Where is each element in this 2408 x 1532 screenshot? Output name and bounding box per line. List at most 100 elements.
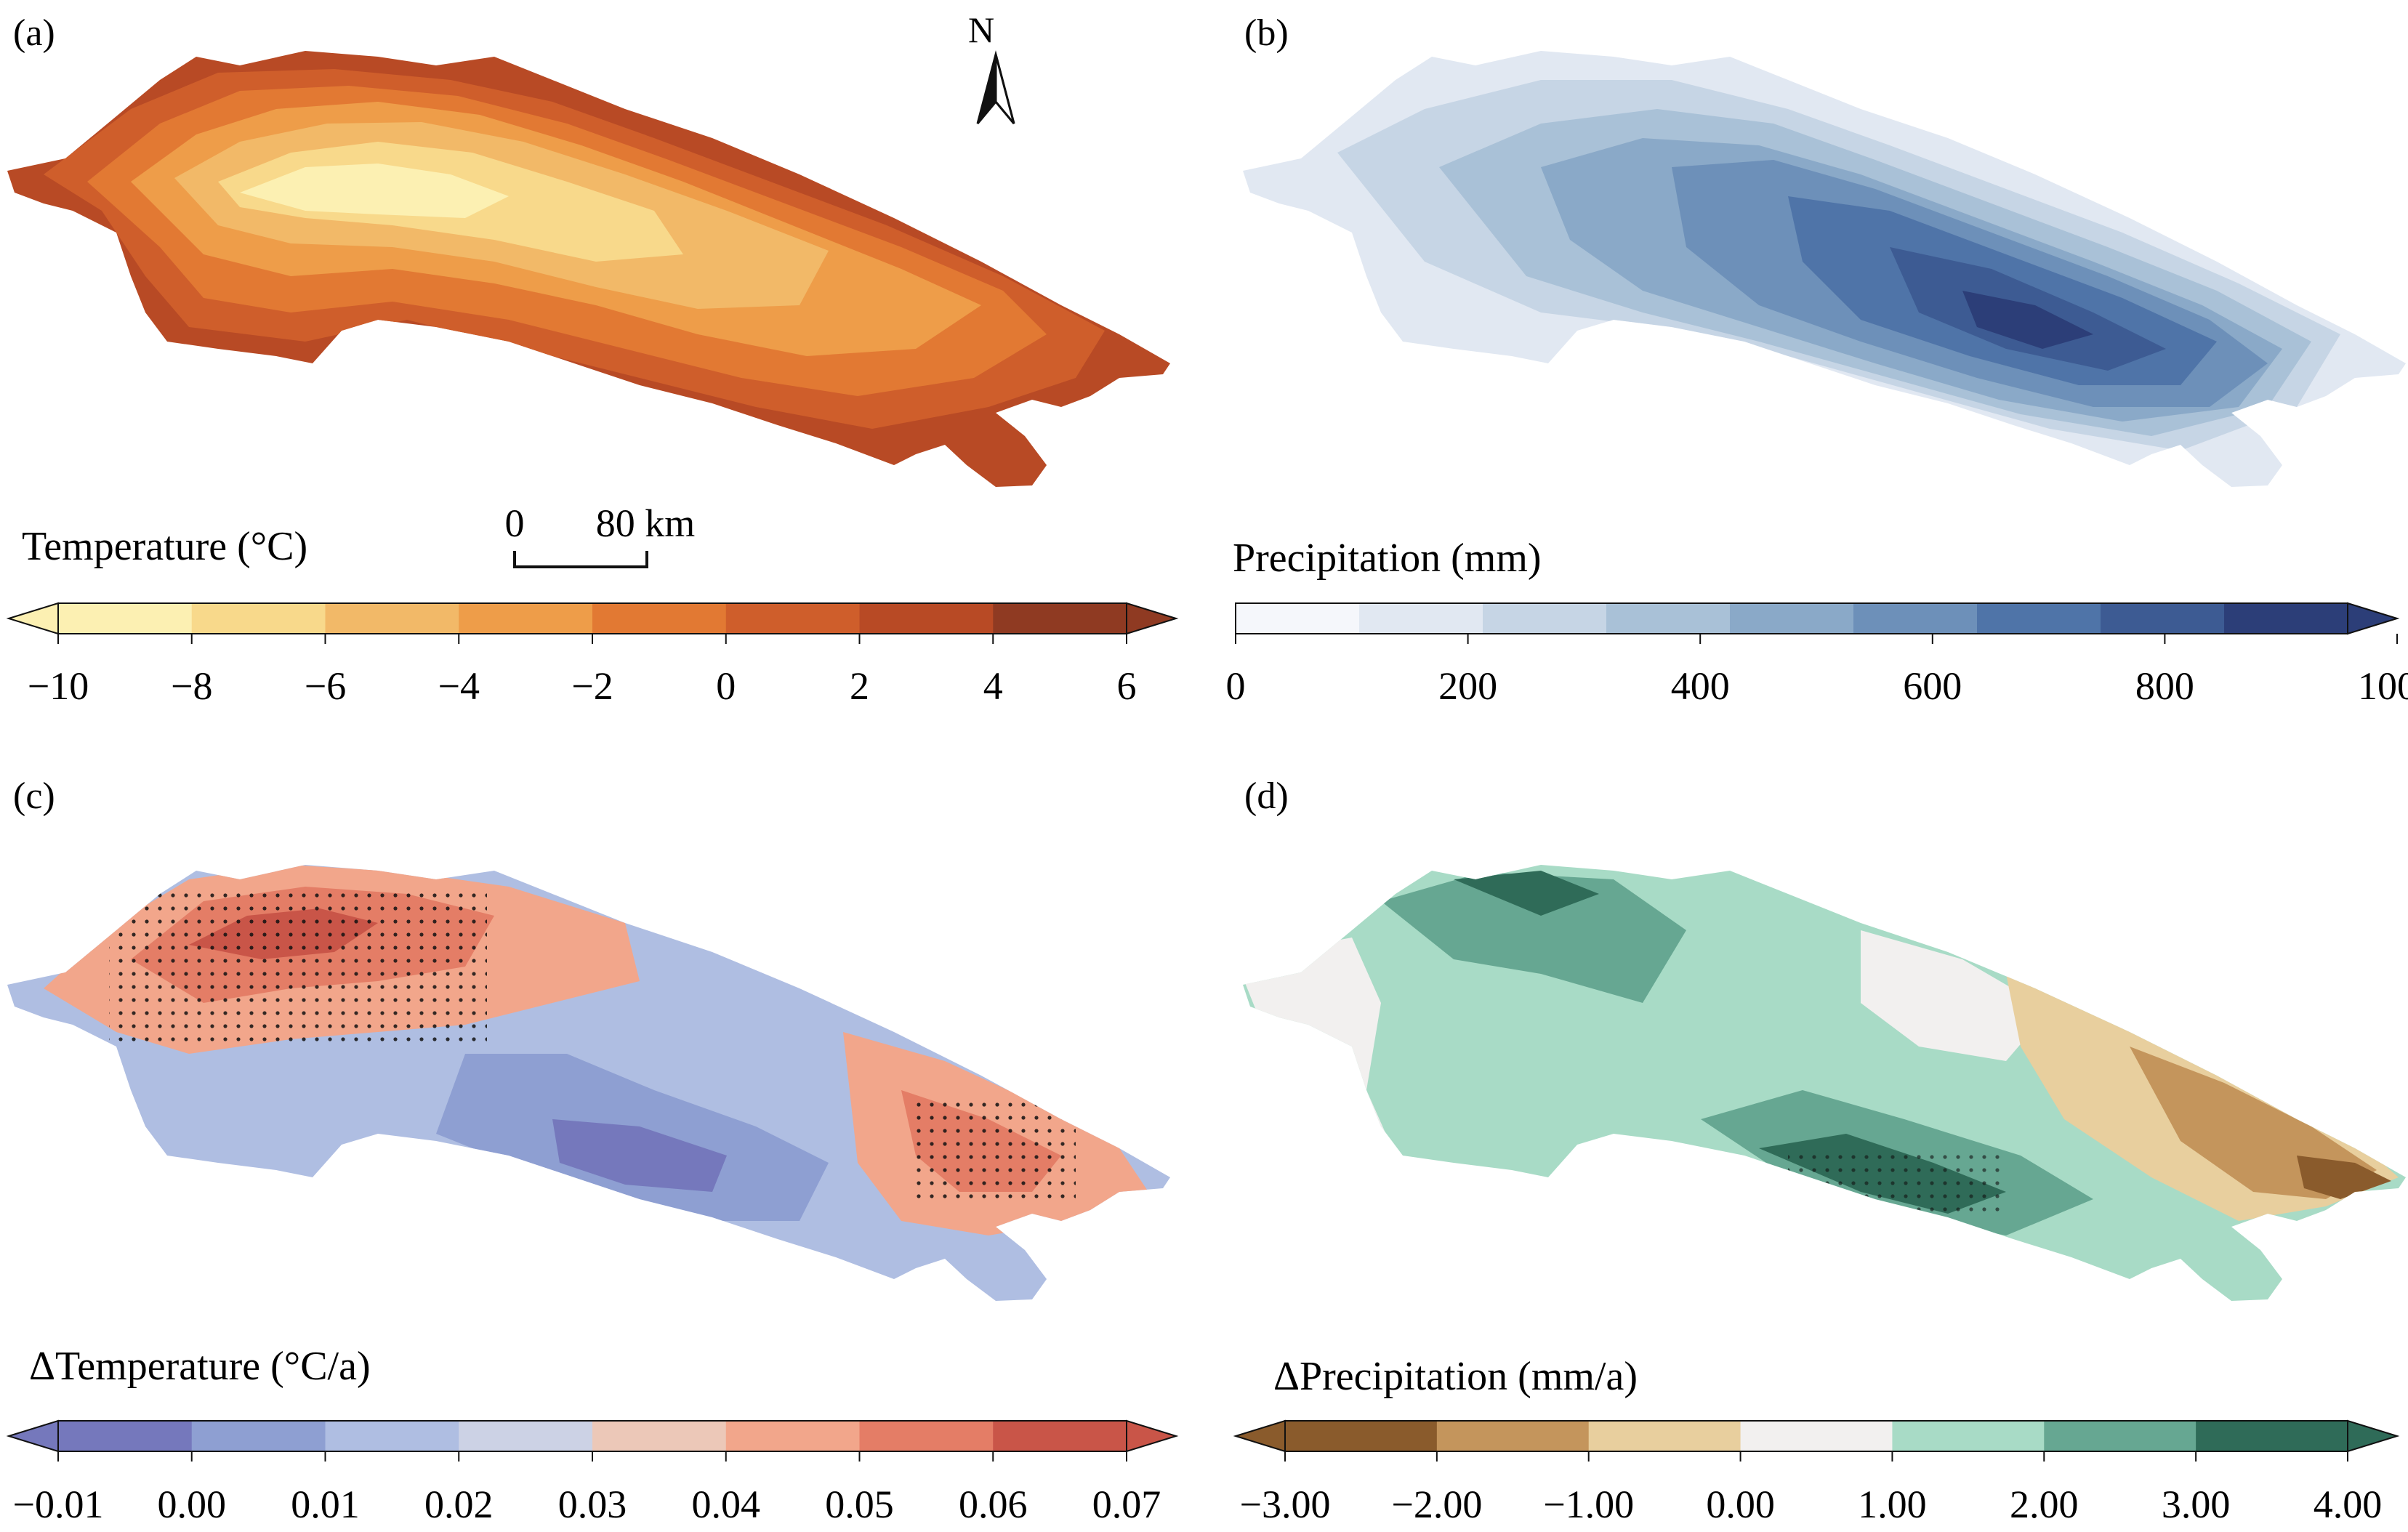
colorbar-tick-label: −0.01 bbox=[13, 1483, 104, 1526]
panel-label-c: (c) bbox=[13, 775, 55, 817]
colorbar-swatch bbox=[1359, 603, 1483, 634]
dprecip-zone-wet-n bbox=[1381, 872, 1686, 1003]
colorbar-tick-label: 0.03 bbox=[558, 1483, 627, 1526]
panel-b: (b) Precipitation (mm) 0 200 400 600 800 1000 bbox=[1226, 12, 2408, 708]
colorbar-title-a: Temperature (°C) bbox=[22, 524, 307, 569]
north-arrow-label: N bbox=[968, 9, 994, 50]
colorbar-swatch bbox=[725, 603, 860, 634]
colorbar-tick-label: 800 bbox=[2135, 664, 2194, 708]
colorbar-c: −0.01 0.00 0.01 0.02 0.03 0.04 0.05 0.06 0.07 bbox=[6, 1419, 1179, 1526]
colorbar-tick-label: 4.00 bbox=[2314, 1483, 2383, 1526]
colorbar-tick-label: −4 bbox=[438, 664, 480, 708]
colorbar-extend-low bbox=[1233, 1419, 1286, 1453]
north-arrow: N bbox=[968, 9, 1015, 124]
colorbar-tick-label: −3.00 bbox=[1240, 1483, 1331, 1526]
colorbar-swatch bbox=[1285, 1421, 1438, 1451]
colorbar-swatch bbox=[1483, 603, 1607, 634]
colorbar-tick-label: 0.05 bbox=[825, 1483, 894, 1526]
dprecip-zone-wettest-n bbox=[1454, 871, 1599, 916]
colorbar-tick-label: 200 bbox=[1438, 664, 1497, 708]
colorbar-tick-label: 0 bbox=[716, 664, 736, 708]
scale-bar-end: 80 km bbox=[596, 501, 696, 545]
panel-label-a: (a) bbox=[13, 12, 55, 54]
colorbar-tick-label: 0.04 bbox=[692, 1483, 761, 1526]
colorbar-title-d: ΔPrecipitation (mm/a) bbox=[1273, 1354, 1638, 1399]
colorbar-swatch bbox=[1606, 603, 1731, 634]
scale-bar: 0 80 km bbox=[505, 501, 696, 568]
map-d bbox=[1243, 865, 2406, 1301]
colorbar-a: −10 −8 −6 −4 −2 0 2 4 6 bbox=[6, 602, 1179, 708]
colorbar-tick-label: −8 bbox=[171, 664, 212, 708]
colorbar-swatch bbox=[1892, 1421, 2045, 1451]
dprecip-zone-driest-se bbox=[2297, 1156, 2391, 1199]
dprecip-zone-neutral-mid bbox=[1861, 930, 2050, 1061]
colorbar-swatch bbox=[58, 603, 193, 634]
panel-d: (d) ΔPrecipitation (mm/a) −3.00 −2.00 −1.0… bbox=[1233, 775, 2406, 1526]
colorbar-title-c: ΔTemperature (°C/a) bbox=[29, 1344, 371, 1389]
colorbar-swatch bbox=[1740, 1421, 1893, 1451]
panel-label-d: (d) bbox=[1244, 775, 1289, 817]
colorbar-tick-label: 0 bbox=[1226, 664, 1246, 708]
colorbar-swatch bbox=[725, 1421, 860, 1451]
colorbar-tick-label: 3.00 bbox=[2162, 1483, 2231, 1526]
colorbar-extend-low bbox=[6, 602, 59, 635]
colorbar-swatch bbox=[2224, 603, 2348, 634]
colorbar-extend-high bbox=[1126, 1419, 1179, 1453]
colorbar-swatch bbox=[1853, 603, 1978, 634]
colorbar-frame bbox=[1284, 1420, 2348, 1452]
colorbar-tick-label: 2.00 bbox=[2010, 1483, 2079, 1526]
colorbar-extend-high bbox=[2347, 602, 2400, 635]
colorbar-swatch bbox=[325, 1421, 459, 1451]
colorbar-title-b: Precipitation (mm) bbox=[1233, 536, 1542, 581]
colorbar-tick-label: 2 bbox=[850, 664, 869, 708]
colorbar-swatch bbox=[191, 603, 326, 634]
colorbar-tick-label: −1.00 bbox=[1543, 1483, 1634, 1526]
panel-label-b: (b) bbox=[1244, 12, 1289, 54]
significance-stipple-d bbox=[1788, 1148, 2006, 1214]
colorbar-swatch bbox=[993, 603, 1127, 634]
map-a bbox=[7, 51, 1170, 487]
significance-stipple-nw bbox=[109, 887, 487, 1047]
colorbar-extend-high bbox=[1126, 602, 1179, 635]
colorbar-extend-high bbox=[2347, 1419, 2400, 1453]
colorbar-swatch bbox=[2044, 1421, 2196, 1451]
colorbar-tick-label: −2 bbox=[571, 664, 613, 708]
panel-a: (a) N 0 80 km Temperature (° bbox=[6, 9, 1179, 708]
colorbar-swatch bbox=[592, 1421, 727, 1451]
colorbar-tick-label: 1000 bbox=[2358, 664, 2408, 708]
colorbar-swatch bbox=[1236, 603, 1360, 634]
colorbar-tick-label: 0.00 bbox=[158, 1483, 227, 1526]
colorbar-tick-label: −6 bbox=[305, 664, 346, 708]
colorbar-tick-label: 0.07 bbox=[1092, 1483, 1161, 1526]
colorbar-swatch bbox=[592, 603, 727, 634]
temp-zone-cold bbox=[240, 164, 509, 218]
colorbar-swatch bbox=[1730, 603, 1854, 634]
panel-c: (c) ΔTemperature (°C/a) −0.01 0.00 0.01 0.0… bbox=[6, 775, 1179, 1526]
colorbar-swatch bbox=[459, 1421, 593, 1451]
colorbar-swatch bbox=[1977, 603, 2101, 634]
colorbar-swatch bbox=[459, 603, 593, 634]
colorbar-tick-label: 1.00 bbox=[1858, 1483, 1927, 1526]
colorbar-swatch bbox=[859, 603, 994, 634]
scale-bar-start: 0 bbox=[505, 501, 525, 545]
colorbar-swatch bbox=[191, 1421, 326, 1451]
colorbar-tick-label: 0.02 bbox=[424, 1483, 494, 1526]
colorbar-swatch bbox=[859, 1421, 994, 1451]
colorbar-tick-label: −10 bbox=[28, 664, 89, 708]
colorbar-swatch bbox=[1436, 1421, 1590, 1451]
colorbar-tick-label: 6 bbox=[1117, 664, 1137, 708]
colorbar-swatch bbox=[58, 1421, 193, 1451]
colorbar-tick-label: 600 bbox=[1903, 664, 1962, 708]
colorbar-tick-label: 0.01 bbox=[291, 1483, 360, 1526]
colorbar-tick-label: 400 bbox=[1671, 664, 1730, 708]
colorbar-swatch bbox=[993, 1421, 1127, 1451]
significance-stipple-se bbox=[916, 1097, 1076, 1199]
colorbar-swatch bbox=[325, 603, 459, 634]
colorbar-swatch bbox=[2101, 603, 2225, 634]
map-b bbox=[1243, 51, 2406, 487]
colorbar-d: −3.00 −2.00 −1.00 0.00 1.00 2.00 3.00 4.00 bbox=[1233, 1419, 2400, 1526]
map-c bbox=[7, 865, 1170, 1301]
colorbar-extend-low bbox=[6, 1419, 59, 1453]
colorbar-tick-label: 4 bbox=[983, 664, 1003, 708]
